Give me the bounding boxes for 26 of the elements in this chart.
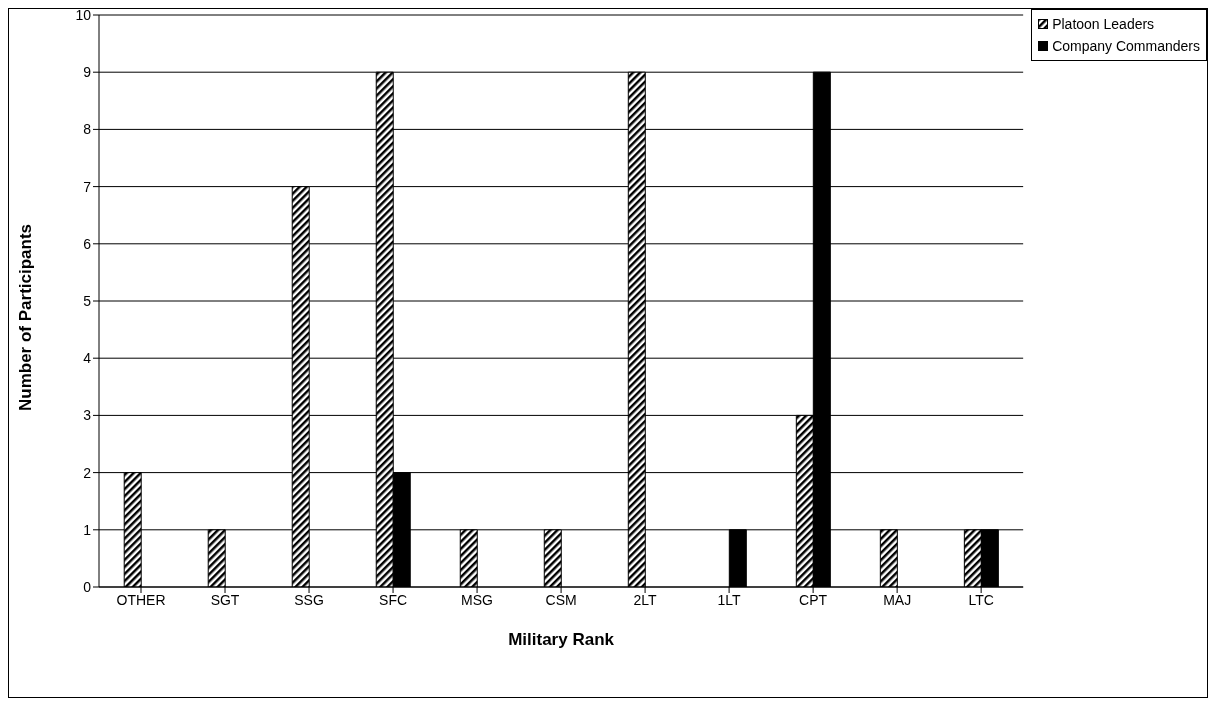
y-tick-label: 8 xyxy=(83,121,92,138)
y-tick-label: 7 xyxy=(83,178,92,195)
x-tick-label: MSG xyxy=(461,591,494,608)
y-axis-title: Number of Participants xyxy=(16,223,36,411)
legend-label: Company Commanders xyxy=(1052,37,1200,56)
y-tick-label: 10 xyxy=(75,6,92,23)
x-axis-title: Military Rank xyxy=(508,630,615,649)
x-tick-label: LTC xyxy=(968,591,994,608)
x-tick-label: MAJ xyxy=(883,591,912,608)
legend-label: Platoon Leaders xyxy=(1052,15,1155,34)
x-tick-label: SSG xyxy=(294,591,324,608)
y-tick-label: 5 xyxy=(83,292,92,309)
x-tick-label: OTHER xyxy=(116,591,166,608)
x-tick-label: CPT xyxy=(799,591,828,608)
x-tick-label: 1LT xyxy=(717,591,742,608)
x-tick-label: CSM xyxy=(545,591,577,608)
y-tick-label: 0 xyxy=(83,578,92,595)
y-tick-label: 6 xyxy=(83,235,92,252)
x-tick-label: 2LT xyxy=(633,591,658,608)
y-tick-label: 4 xyxy=(83,350,92,367)
y-tick-label: 3 xyxy=(83,407,92,424)
y-tick-label: 9 xyxy=(83,64,92,81)
y-tick-label: 2 xyxy=(83,464,92,481)
y-tick-label: 1 xyxy=(83,521,92,538)
x-tick-label: SFC xyxy=(379,591,408,608)
x-tick-label: SGT xyxy=(210,591,240,608)
